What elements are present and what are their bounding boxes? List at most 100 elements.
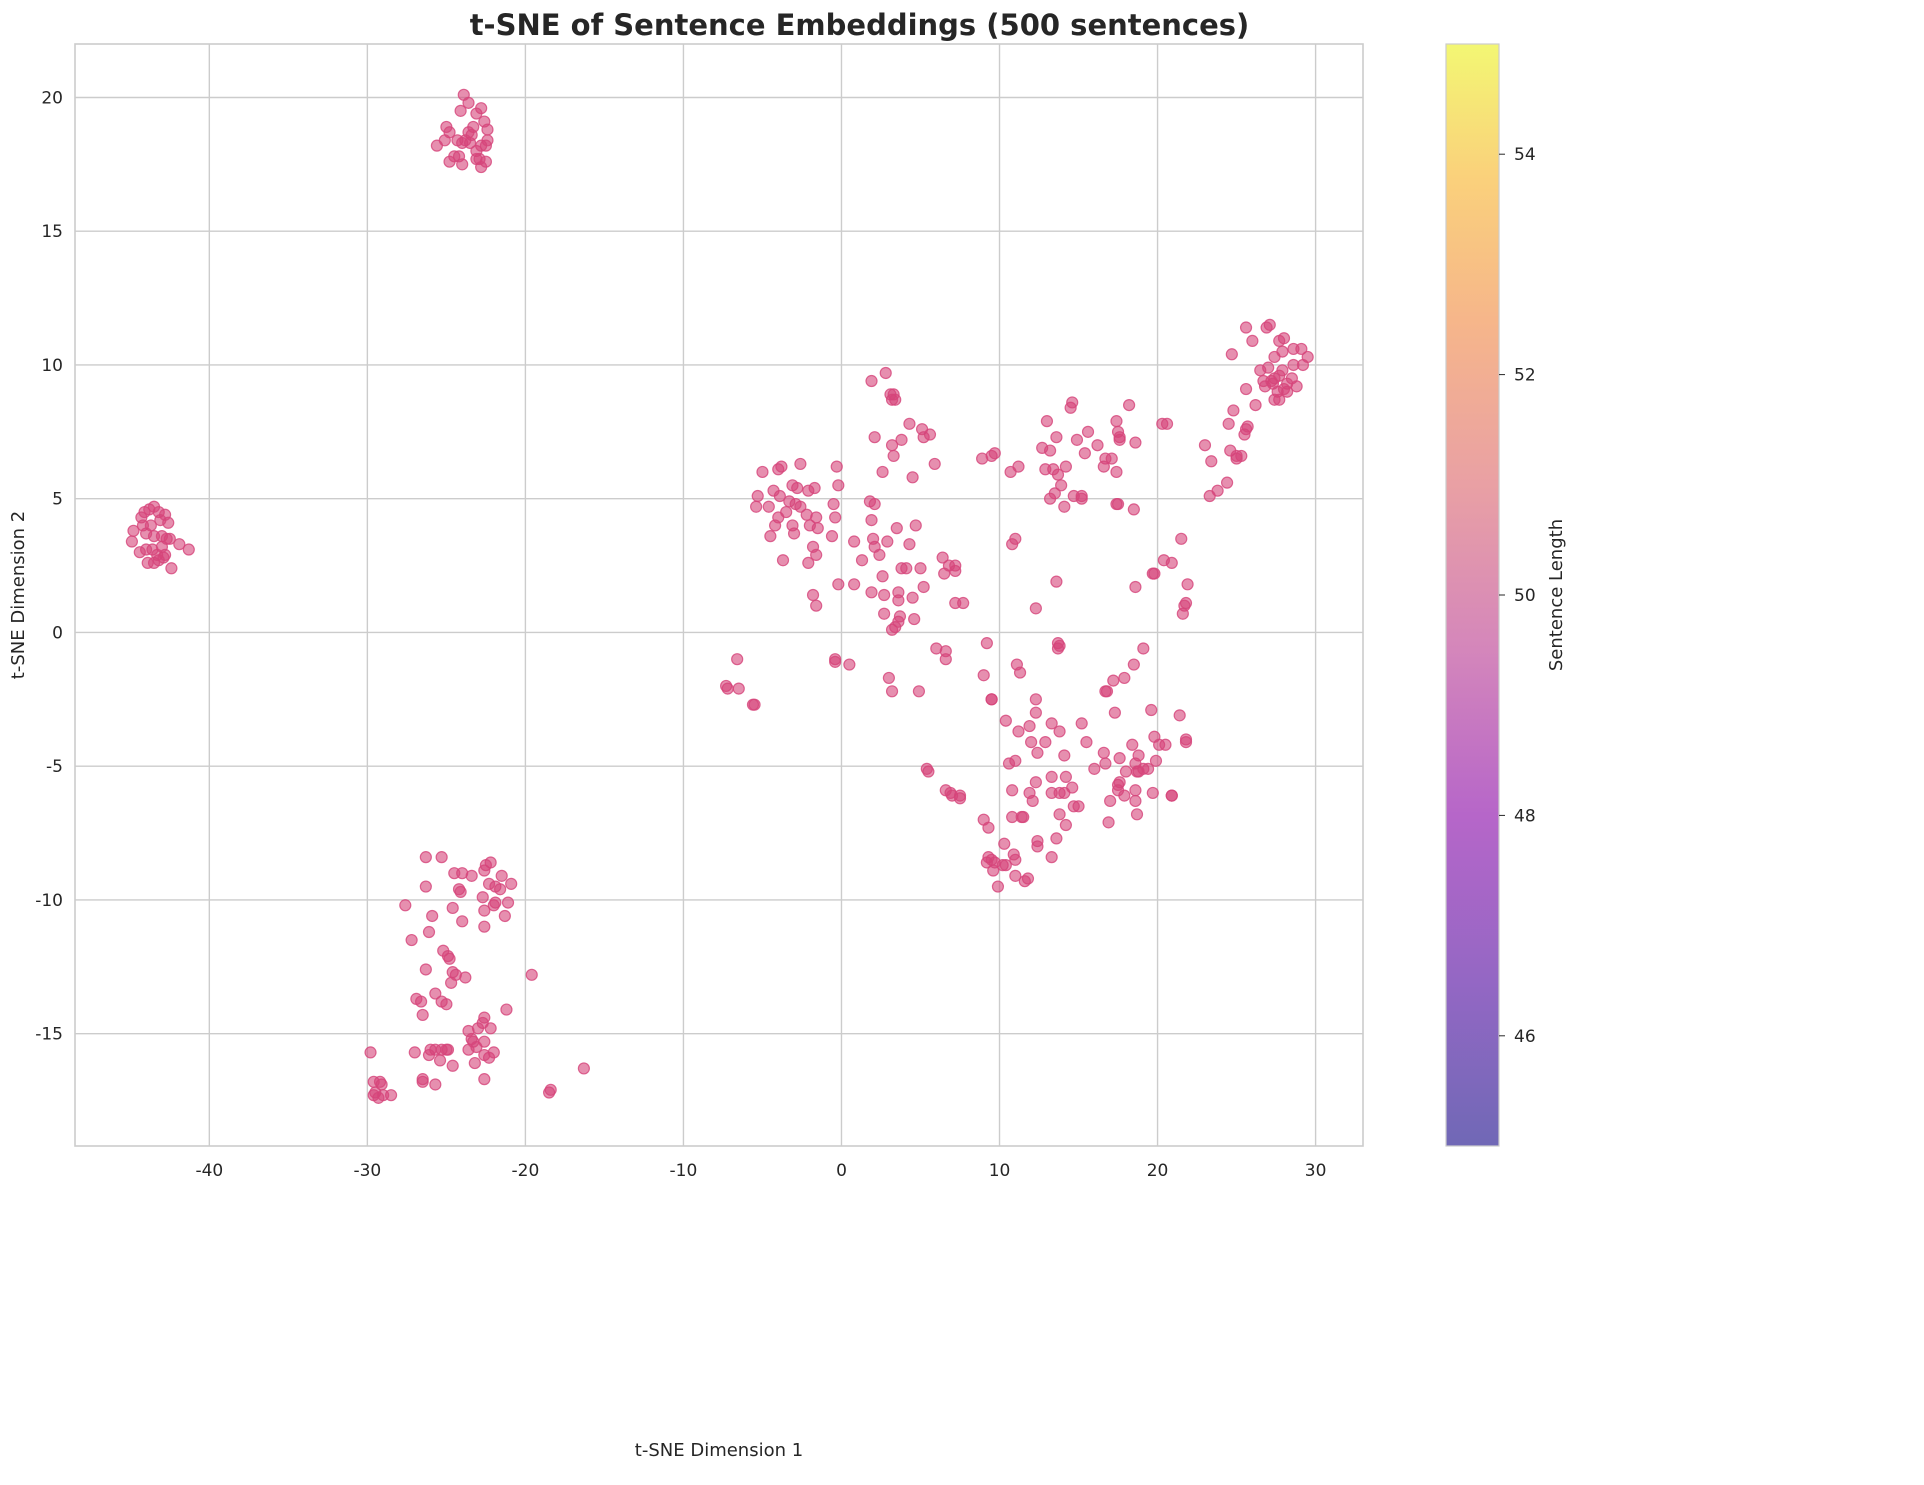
- data-point: [885, 439, 899, 452]
- data-point: [1146, 786, 1159, 800]
- data-point: [1118, 671, 1131, 685]
- data-point: [1246, 334, 1259, 347]
- data-point: [1045, 770, 1058, 783]
- data-point: [1239, 382, 1253, 396]
- data-point: [1129, 580, 1142, 594]
- data-point: [1149, 754, 1163, 767]
- data-point: [987, 864, 1000, 877]
- data-point: [415, 995, 428, 1008]
- data-point: [999, 859, 1012, 872]
- data-point: [980, 637, 993, 650]
- y-tick: 20: [41, 88, 63, 108]
- data-point: [505, 877, 518, 890]
- data-point: [481, 123, 494, 136]
- data-point: [1262, 361, 1275, 374]
- data-point: [1165, 556, 1178, 570]
- data-point: [1222, 417, 1235, 430]
- data-point: [482, 1051, 496, 1064]
- data-point: [433, 1054, 447, 1067]
- data-point: [1009, 853, 1022, 866]
- data-point: [922, 765, 935, 778]
- y-tick: 0: [52, 623, 63, 643]
- data-point: [446, 901, 459, 915]
- data-point: [855, 554, 869, 567]
- data-point: [1099, 757, 1112, 770]
- data-point: [802, 556, 815, 570]
- data-point: [868, 497, 881, 511]
- data-point: [865, 374, 878, 388]
- data-point: [454, 885, 467, 898]
- data-point: [1023, 786, 1036, 800]
- data-point: [1148, 567, 1161, 580]
- data-point: [408, 1046, 421, 1059]
- data-point: [889, 620, 902, 634]
- data-point: [1113, 433, 1126, 446]
- data-point: [1058, 749, 1071, 762]
- data-point: [1179, 736, 1193, 749]
- data-point: [1145, 703, 1158, 717]
- data-point: [1198, 439, 1212, 452]
- data-point: [908, 612, 921, 626]
- data-point: [732, 682, 745, 695]
- data-point: [985, 693, 998, 706]
- data-point: [1058, 500, 1071, 513]
- data-point: [173, 538, 186, 551]
- data-point: [163, 532, 176, 545]
- data-point: [154, 514, 167, 527]
- data-point: [440, 1043, 453, 1056]
- x-tick: -10: [670, 1161, 698, 1181]
- colorbar-gradient: [1445, 43, 1500, 1147]
- data-point: [998, 837, 1011, 850]
- data-point: [848, 578, 861, 591]
- data-point: [868, 431, 881, 444]
- data-point: [1105, 452, 1118, 465]
- x-tick: -30: [353, 1161, 381, 1181]
- data-point: [1119, 765, 1133, 778]
- data-point: [876, 570, 889, 583]
- data-point: [1277, 332, 1291, 345]
- data-point: [1126, 738, 1139, 751]
- data-point: [865, 586, 878, 599]
- colorbar-tick: 48: [1514, 806, 1536, 826]
- data-point: [364, 1046, 377, 1059]
- data-point: [1029, 602, 1042, 615]
- data-point: [155, 540, 169, 553]
- data-point: [903, 417, 916, 430]
- data-point: [500, 1003, 513, 1016]
- data-point: [806, 540, 820, 553]
- data-point: [454, 104, 467, 117]
- data-point: [422, 1048, 436, 1062]
- data-point: [1107, 674, 1120, 687]
- data-point: [751, 489, 764, 503]
- data-point: [762, 500, 775, 513]
- data-point: [773, 489, 786, 503]
- data-point: [887, 449, 900, 463]
- data-point: [1029, 693, 1042, 706]
- data-point: [1230, 452, 1243, 465]
- data-point: [448, 867, 461, 880]
- data-point: [478, 920, 491, 933]
- y-tick: -10: [35, 891, 63, 911]
- data-point: [152, 554, 165, 567]
- data-point: [1006, 784, 1019, 797]
- colorbar-tick: 46: [1514, 1027, 1536, 1047]
- data-point: [416, 1075, 429, 1088]
- data-point: [1012, 725, 1025, 738]
- data-point: [1009, 869, 1022, 882]
- data-point: [1067, 800, 1080, 813]
- data-point: [468, 1056, 481, 1070]
- data-point: [1113, 752, 1126, 765]
- data-point: [440, 998, 453, 1011]
- data-point: [808, 481, 821, 495]
- data-point: [1075, 492, 1088, 505]
- data-point: [848, 535, 861, 548]
- data-point: [1290, 380, 1303, 393]
- data-point: [1176, 607, 1189, 620]
- data-point: [776, 554, 790, 567]
- y-tick-labels: -15 -10 -5 0 5 10 15 20: [35, 88, 63, 1044]
- data-point: [885, 685, 899, 698]
- data-point: [1160, 417, 1174, 430]
- data-point: [889, 393, 902, 406]
- data-point: [1220, 476, 1234, 489]
- data-point: [525, 968, 538, 981]
